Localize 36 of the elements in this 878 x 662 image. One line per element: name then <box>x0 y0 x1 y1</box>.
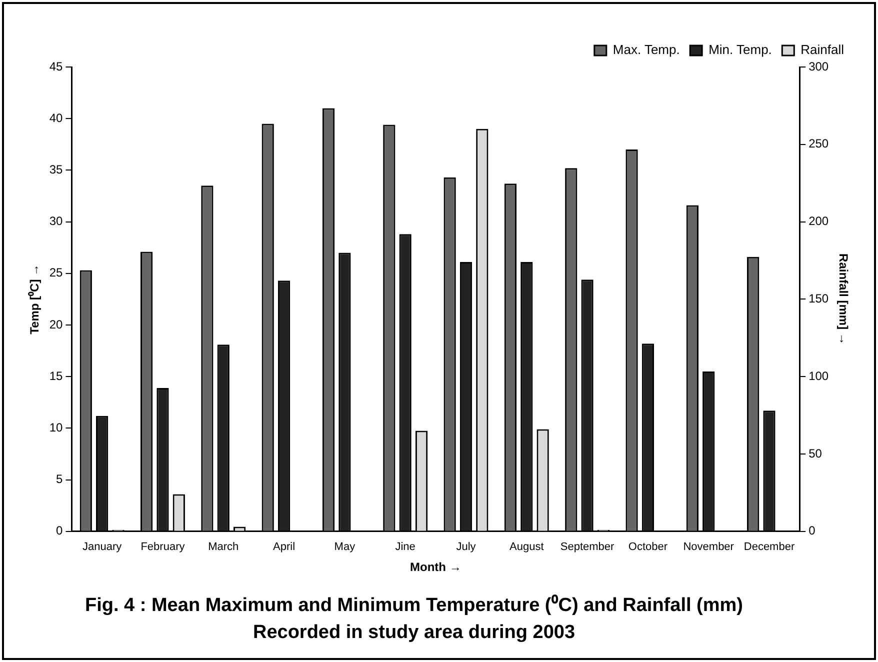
x-tick-label: April <box>273 541 296 554</box>
legend-label: Min. Temp. <box>708 42 772 58</box>
text: Fig. 4 : Mean Maximum and Minimum Temperature (⁰C) and Rainfall (mm) Recorded in study area during 2003 <box>84 594 744 645</box>
y-tick-label: 45 <box>49 59 64 74</box>
y2-tick-label: 150 <box>808 292 829 306</box>
y2-axis-title: Rainfall [mm] → <box>836 254 850 345</box>
y2-tick-label: 200 <box>808 214 829 228</box>
legend-label: Max. Temp. <box>612 42 680 58</box>
x-tick-label: August <box>510 541 544 554</box>
y-tick-label: 30 <box>49 214 64 228</box>
x-tick-label: November <box>683 541 734 554</box>
y-tick-label: 35 <box>49 162 64 177</box>
x-tick-label: October <box>628 541 668 554</box>
y-tick-label: 25 <box>49 266 64 280</box>
x-axis-title: Month → <box>410 560 462 574</box>
y-tick-label: 5 <box>56 472 64 486</box>
x-tick-label: February <box>140 541 186 554</box>
y-tick-label: 10 <box>49 420 64 435</box>
y-tick-label: 0 <box>56 524 64 538</box>
y2-tick-label: 0 <box>808 524 816 538</box>
x-tick-label: September <box>560 541 615 554</box>
x-tick-label: May <box>334 541 356 554</box>
y-axis-title: Temp [⁰C] → <box>28 264 42 334</box>
x-tick-label: Jine <box>395 541 416 554</box>
y2-tick-label: 300 <box>808 59 829 74</box>
x-tick-label: July <box>456 541 476 554</box>
y-tick-label: 15 <box>49 368 64 383</box>
y2-tick-label: 250 <box>808 136 829 151</box>
y2-tick-label: 100 <box>808 368 829 383</box>
y-tick-label: 40 <box>49 110 64 125</box>
y2-tick-label: 50 <box>808 446 822 460</box>
x-tick-label: January <box>82 541 122 554</box>
y-tick-label: 20 <box>49 317 64 332</box>
x-tick-label: December <box>744 541 795 554</box>
legend-label: Rainfall <box>800 42 844 58</box>
x-tick-label: March <box>208 541 239 554</box>
